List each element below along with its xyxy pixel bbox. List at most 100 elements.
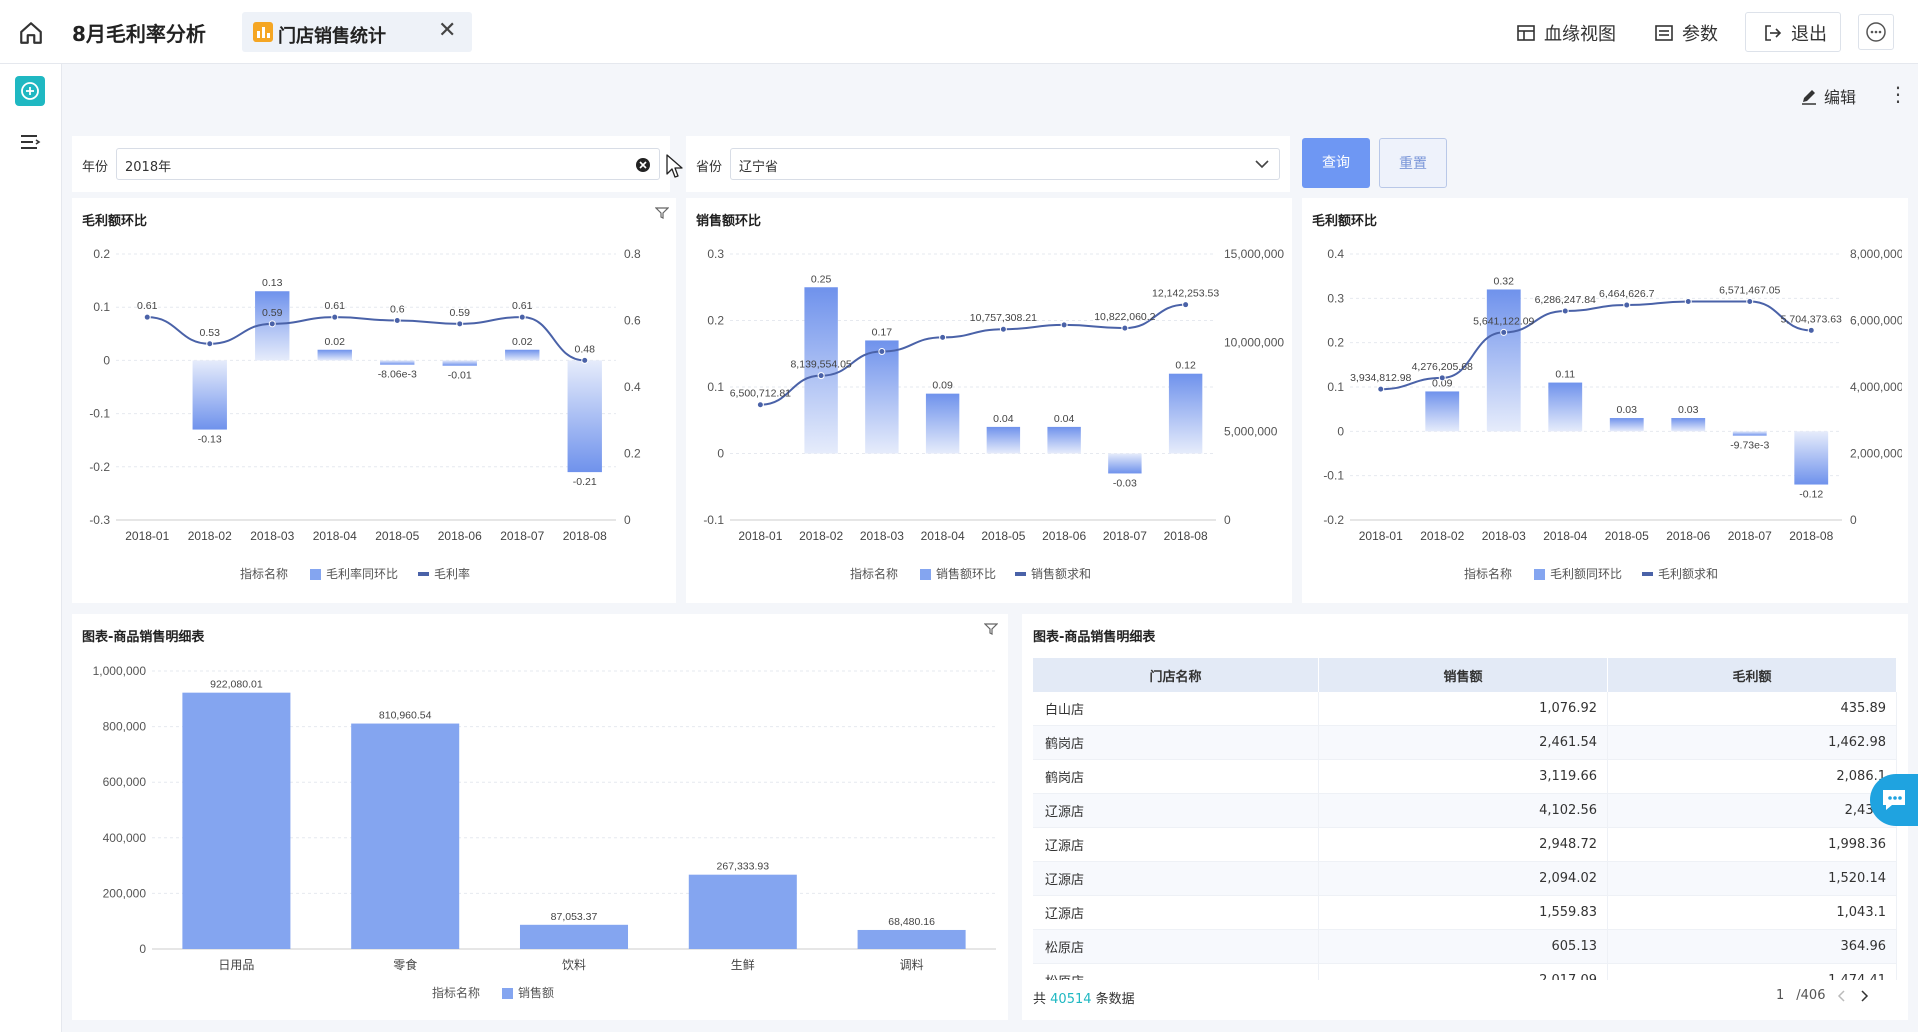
bar [442, 360, 477, 366]
query-button[interactable]: 查询 [1302, 138, 1370, 188]
chevron-left-icon[interactable] [1837, 989, 1847, 1002]
y-tick-label: -0.2 [89, 460, 110, 474]
line-data-label: 0.48 [575, 343, 596, 355]
year-label: 年份 [82, 160, 109, 175]
more-options-button[interactable] [1858, 14, 1894, 50]
params-button[interactable]: 参数 [1654, 18, 1718, 48]
x-tick-label: 2018-02 [1420, 529, 1464, 543]
line-data-label: 5,641,122.09 [1473, 315, 1534, 327]
line-point [1746, 297, 1754, 305]
y-tick-label: -0.2 [1323, 513, 1344, 527]
line-data-label: 10,757,308.21 [970, 312, 1037, 324]
y2-tick-label: 5,000,000 [1224, 424, 1278, 438]
profit-cell: 1,043.1 [1608, 896, 1897, 929]
bar [1425, 391, 1460, 432]
x-tick-label: 零食 [393, 957, 417, 972]
line-point [1377, 385, 1385, 393]
close-icon[interactable]: ✕ [438, 18, 457, 43]
line-point [393, 317, 401, 324]
mouse-cursor-icon [666, 154, 683, 178]
column-header-sales[interactable]: 销售额 [1319, 658, 1608, 692]
table-row[interactable]: 白山店 1,076.92 435.89 [1033, 692, 1897, 726]
exit-button[interactable] [1745, 12, 1841, 52]
column-header-profit[interactable]: 毛利额 [1608, 658, 1897, 692]
line-point [331, 313, 339, 321]
table-row[interactable]: 松原店 605.13 364.96 [1033, 930, 1897, 964]
y-tick-label: 0.2 [707, 314, 724, 328]
y2-tick-label: 6,000,000 [1850, 314, 1902, 328]
y-tick-label: 0.1 [1327, 380, 1344, 394]
home-icon[interactable] [18, 20, 44, 46]
bar [804, 287, 838, 454]
table-footer: 共 40514 条数据 [1033, 988, 1135, 1007]
line-point [143, 313, 151, 321]
chat-icon [1883, 790, 1905, 810]
y-tick-label: 0.1 [93, 300, 110, 314]
tab-store-sales[interactable]: 门店销售统计 ✕ [242, 12, 472, 52]
x-tick-label: 2018-01 [1359, 529, 1403, 543]
top-bar: 8月毛利率分析 门店销售统计 ✕ 血缘视图 参数 退出 [0, 0, 1918, 64]
legend-label: 毛利率同环比 [326, 566, 398, 581]
profit-cell: 1,474.41 [1608, 964, 1897, 980]
x-tick-label: 调料 [900, 958, 924, 972]
chart-4: 1,000,000 800,000 600,000 400,000 200,000 0 92… [93, 664, 996, 1000]
filter-icon[interactable] [984, 622, 998, 636]
y2-tick-label: 0.6 [624, 314, 641, 328]
column-header-store[interactable]: 门店名称 [1033, 658, 1319, 692]
bar-data-label: 0.09 [1432, 377, 1453, 389]
table-row[interactable]: 鹤岗店 3,119.66 2,086.1 [1033, 760, 1897, 794]
y-tick-label: 0 [103, 353, 110, 367]
sales-cell: 2,461.54 [1319, 726, 1608, 759]
edit-button[interactable]: 编辑 [1800, 84, 1856, 108]
chart-doc-icon [253, 22, 273, 42]
line-data-label: 6,500,712.81 [730, 388, 791, 400]
footer-suffix: 条数据 [1095, 992, 1135, 1007]
line-point [756, 401, 764, 409]
bar [519, 924, 629, 949]
outline-list-icon[interactable] [18, 130, 42, 154]
y-tick-label: 0.2 [93, 247, 110, 261]
table-row[interactable]: 辽源店 4,102.56 2,438. [1033, 794, 1897, 828]
chart-2: 0.3 0.2 0.1 0 -0.1 15,000,000 10,000,000 5,000,… [703, 247, 1284, 581]
exit-button-content[interactable]: 退出 [1763, 18, 1827, 48]
table-row[interactable]: 辽源店 2,948.72 1,998.36 [1033, 828, 1897, 862]
chevron-right-icon[interactable] [1859, 989, 1869, 1002]
year-select[interactable]: 2018年 [116, 148, 660, 180]
chat-assistant-button[interactable] [1870, 774, 1918, 826]
sales-cell: 1,559.83 [1319, 896, 1608, 929]
line-point [581, 356, 589, 364]
profit-cell: 2,438. [1608, 794, 1897, 827]
reset-button[interactable]: 重置 [1379, 138, 1447, 188]
table-row[interactable]: 松原店2,017.091,474.41 [1033, 964, 1897, 980]
bar-data-label: 0.32 [1494, 275, 1515, 287]
current-page[interactable]: 1 [1776, 988, 1785, 1003]
add-component-button[interactable] [15, 76, 45, 106]
bar-data-label: 810,960.54 [379, 710, 432, 722]
bar-data-label: 0.13 [262, 277, 283, 289]
lineage-view-button[interactable]: 血缘视图 [1516, 18, 1616, 48]
line-point [878, 348, 886, 356]
province-select[interactable]: 辽宁省 [730, 148, 1280, 180]
y2-tick-label: 4,000,000 [1850, 380, 1902, 394]
line-data-label: 4,276,205.68 [1412, 361, 1473, 373]
x-tick-label: 2018-04 [313, 529, 357, 543]
kebab-menu-icon[interactable]: ⋮ [1888, 82, 1908, 106]
bar [1732, 431, 1767, 436]
store-cell: 松原店 [1033, 964, 1319, 980]
clear-icon[interactable] [635, 157, 651, 173]
bar [1671, 418, 1706, 432]
table-row[interactable]: 辽源店 2,094.02 1,520.14 [1033, 862, 1897, 896]
pencil-icon [1802, 90, 1816, 105]
bar-data-label: -0.01 [448, 370, 472, 382]
x-tick-label: 2018-08 [1789, 529, 1833, 543]
table-row[interactable]: 鹤岗店 2,461.54 1,462.98 [1033, 726, 1897, 760]
bar-data-label: 0.02 [325, 336, 346, 348]
line-point [939, 333, 947, 341]
filter-icon[interactable] [655, 206, 669, 220]
x-tick-label: 2018-06 [1666, 529, 1710, 543]
table-row[interactable]: 辽源店 1,559.83 1,043.1 [1033, 896, 1897, 930]
bar [986, 426, 1021, 454]
bar-data-label: 0.17 [872, 326, 893, 338]
bar [1794, 431, 1829, 485]
x-tick-label: 生鲜 [731, 958, 755, 972]
